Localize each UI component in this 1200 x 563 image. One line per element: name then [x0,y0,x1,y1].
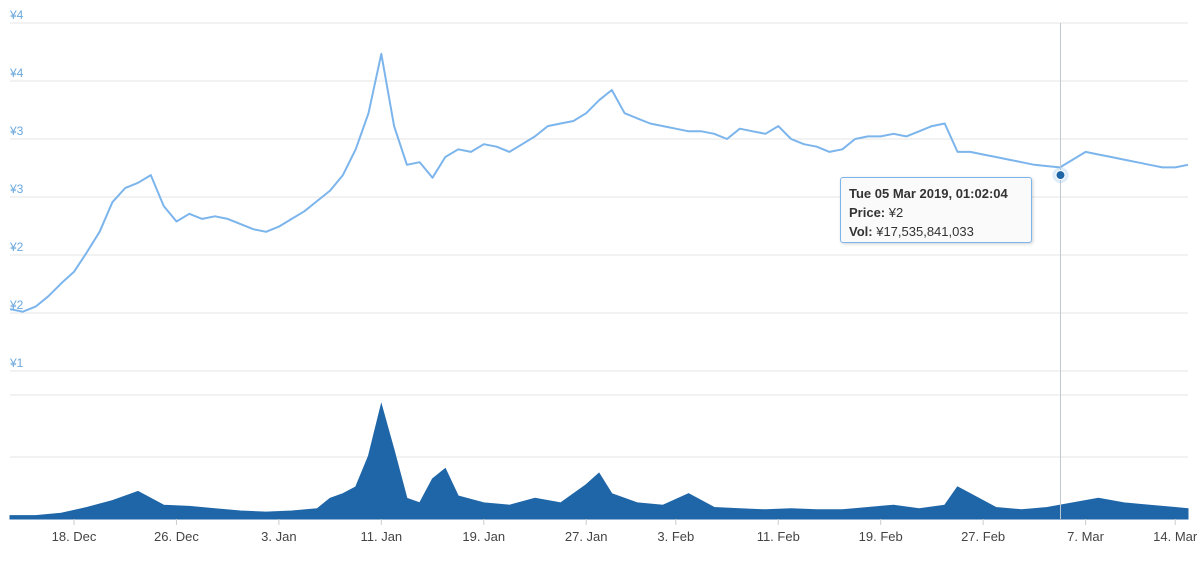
tooltip-price-value: ¥2 [888,205,904,220]
x-axis-tick-label: 11. Jan [360,529,402,544]
hover-marker [1055,170,1066,181]
price-axis-tick-label: ¥2 [9,240,24,254]
x-axis-tick-label: 19. Feb [859,529,903,544]
x-axis-tick-label: 26. Dec [154,529,199,544]
tooltip-vol-value: ¥17,535,841,033 [876,224,974,239]
price-axis-tick-label: ¥4 [9,8,24,22]
price-axis-tick-label: ¥3 [9,182,24,196]
price-axis-tick-label: ¥3 [9,124,24,138]
volume-series-area [9,402,1189,520]
x-axis-tick-label: 3. Jan [261,529,296,544]
x-axis-tick-label: 19. Jan [462,529,505,544]
x-axis-tick-label: 14. Mar [1153,529,1198,544]
x-axis-tick-label: 27. Jan [565,529,608,544]
x-axis-tick-label: 7. Mar [1067,529,1105,544]
price-axis-tick-label: ¥2 [9,298,24,312]
price-series-line [9,52,1189,313]
price-axis-tick-label: ¥1 [9,356,24,370]
x-axis-tick-label: 3. Feb [657,529,694,544]
tooltip-price-label: Price: [849,205,886,220]
tooltip-vol-label: Vol: [849,224,873,239]
x-axis-tick-label: 11. Feb [757,529,800,544]
tooltip-vol-row: Vol: ¥17,535,841,033 [849,222,1023,241]
x-axis-tick-label: 18. Dec [52,529,97,544]
tooltip-price-row: Price: ¥2 [849,203,1023,222]
chart-tooltip: Tue 05 Mar 2019, 01:02:04 Price: ¥2 Vol:… [840,177,1032,243]
tooltip-date: Tue 05 Mar 2019, 01:02:04 [849,186,1008,201]
price-axis-tick-label: ¥4 [9,66,24,80]
x-axis-tick-label: 27. Feb [961,529,1005,544]
